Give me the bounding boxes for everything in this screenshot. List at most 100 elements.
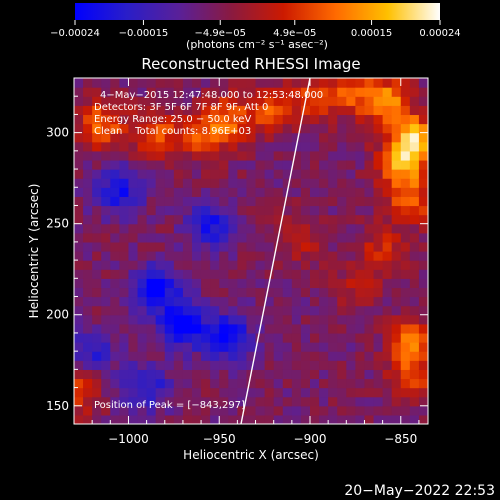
heatmap-cell — [237, 287, 248, 298]
heatmap-cell — [173, 232, 184, 243]
heatmap-cell — [319, 414, 329, 424]
heatmap-cell — [373, 123, 384, 134]
heatmap-cell — [192, 296, 202, 307]
heatmap-cell — [101, 114, 111, 125]
heatmap-cell — [92, 187, 102, 197]
heatmap-cell — [83, 332, 93, 343]
heatmap-cell — [346, 87, 356, 97]
heatmap-cell — [119, 123, 130, 134]
heatmap-cell — [355, 223, 366, 234]
heatmap-cell — [137, 278, 148, 289]
heatmap-cell — [400, 378, 411, 389]
heatmap-cell — [346, 114, 356, 125]
heatmap-cell — [164, 351, 175, 361]
heatmap-cell — [110, 87, 120, 97]
heatmap-cell — [228, 132, 238, 143]
heatmap-cell — [291, 323, 302, 334]
heatmap-cell — [137, 159, 148, 170]
heatmap-cell — [74, 132, 84, 143]
heatmap-cell — [400, 223, 411, 234]
heatmap-cell — [346, 360, 356, 370]
heatmap-cell — [146, 269, 157, 279]
heatmap-cell — [346, 314, 356, 325]
heatmap-cell — [137, 287, 148, 298]
heatmap-cell — [219, 342, 229, 352]
heatmap-cell — [173, 296, 184, 307]
heatmap-cell — [164, 269, 175, 279]
heatmap-cell — [74, 214, 84, 225]
heatmap-cell — [337, 405, 347, 416]
heatmap-cell — [219, 287, 229, 298]
heatmap-cell — [355, 132, 366, 143]
heatmap-cell — [255, 96, 266, 106]
heatmap-cell — [228, 141, 238, 152]
heatmap-cell — [146, 150, 157, 161]
heatmap-cell — [382, 141, 393, 152]
heatmap-cell — [219, 351, 229, 361]
heatmap-cell — [101, 323, 111, 334]
heatmap-cell — [110, 241, 120, 252]
heatmap-cell — [74, 378, 84, 389]
heatmap-cell — [83, 114, 93, 125]
heatmap-cell — [92, 159, 102, 170]
heatmap-cell — [137, 251, 148, 261]
heatmap-cell — [391, 132, 402, 143]
heatmap-cell — [418, 169, 428, 179]
heatmap-cell — [328, 405, 338, 416]
heatmap-cell — [155, 169, 166, 179]
heatmap-cell — [282, 360, 293, 370]
heatmap-cell — [409, 405, 420, 416]
heatmap-cell — [119, 96, 130, 106]
heatmap-cell — [210, 159, 220, 170]
heatmap-cell — [173, 141, 184, 152]
heatmap-cell — [291, 78, 302, 88]
heatmap-cell — [273, 387, 284, 398]
heatmap-cell — [300, 87, 311, 97]
heatmap-cell — [255, 360, 266, 370]
heatmap-cell — [246, 269, 257, 279]
heatmap-cell — [282, 305, 293, 316]
heatmap-cell — [137, 314, 148, 325]
heatmap-cell — [92, 314, 102, 325]
heatmap-cell — [409, 287, 420, 298]
heatmap-cell — [192, 332, 202, 343]
heatmap-cell — [264, 296, 275, 307]
heatmap-cell — [337, 241, 347, 252]
heatmap-cell — [201, 141, 211, 152]
heatmap-cell — [319, 342, 329, 352]
heatmap-cell — [128, 296, 139, 307]
heatmap-cell — [182, 296, 193, 307]
heatmap-cell — [319, 205, 329, 216]
heatmap-cell — [74, 314, 84, 325]
heatmap-cell — [282, 105, 293, 116]
heatmap-cell — [355, 87, 366, 97]
heatmap-cell — [119, 269, 130, 279]
heatmap-cell — [409, 414, 420, 424]
heatmap-cell — [255, 178, 266, 188]
heatmap-cell — [128, 123, 139, 134]
heatmap-cell — [337, 223, 347, 234]
heatmap-cell — [119, 378, 130, 389]
heatmap-cell — [101, 87, 111, 97]
heatmap-cell — [164, 260, 175, 270]
heatmap-cell — [264, 87, 275, 97]
heatmap-cell — [418, 114, 428, 125]
heatmap-cell — [119, 314, 130, 325]
heatmap-cell — [328, 114, 338, 125]
heatmap-cell — [92, 105, 102, 116]
heatmap-cell — [264, 342, 275, 352]
heatmap-cell — [173, 287, 184, 298]
heatmap-cell — [300, 369, 311, 380]
heatmap-cell — [364, 342, 375, 352]
heatmap-cell — [310, 96, 320, 106]
heatmap-cell — [219, 251, 229, 261]
heatmap-cell — [219, 305, 229, 316]
heatmap-cell — [310, 269, 320, 279]
heatmap-cell — [310, 251, 320, 261]
heatmap-cell — [328, 223, 338, 234]
heatmap-cell — [382, 405, 393, 416]
heatmap-cell — [391, 278, 402, 289]
y-tick-label: 150 — [46, 399, 69, 413]
heatmap-cell — [291, 251, 302, 261]
heatmap-cell — [228, 414, 238, 424]
